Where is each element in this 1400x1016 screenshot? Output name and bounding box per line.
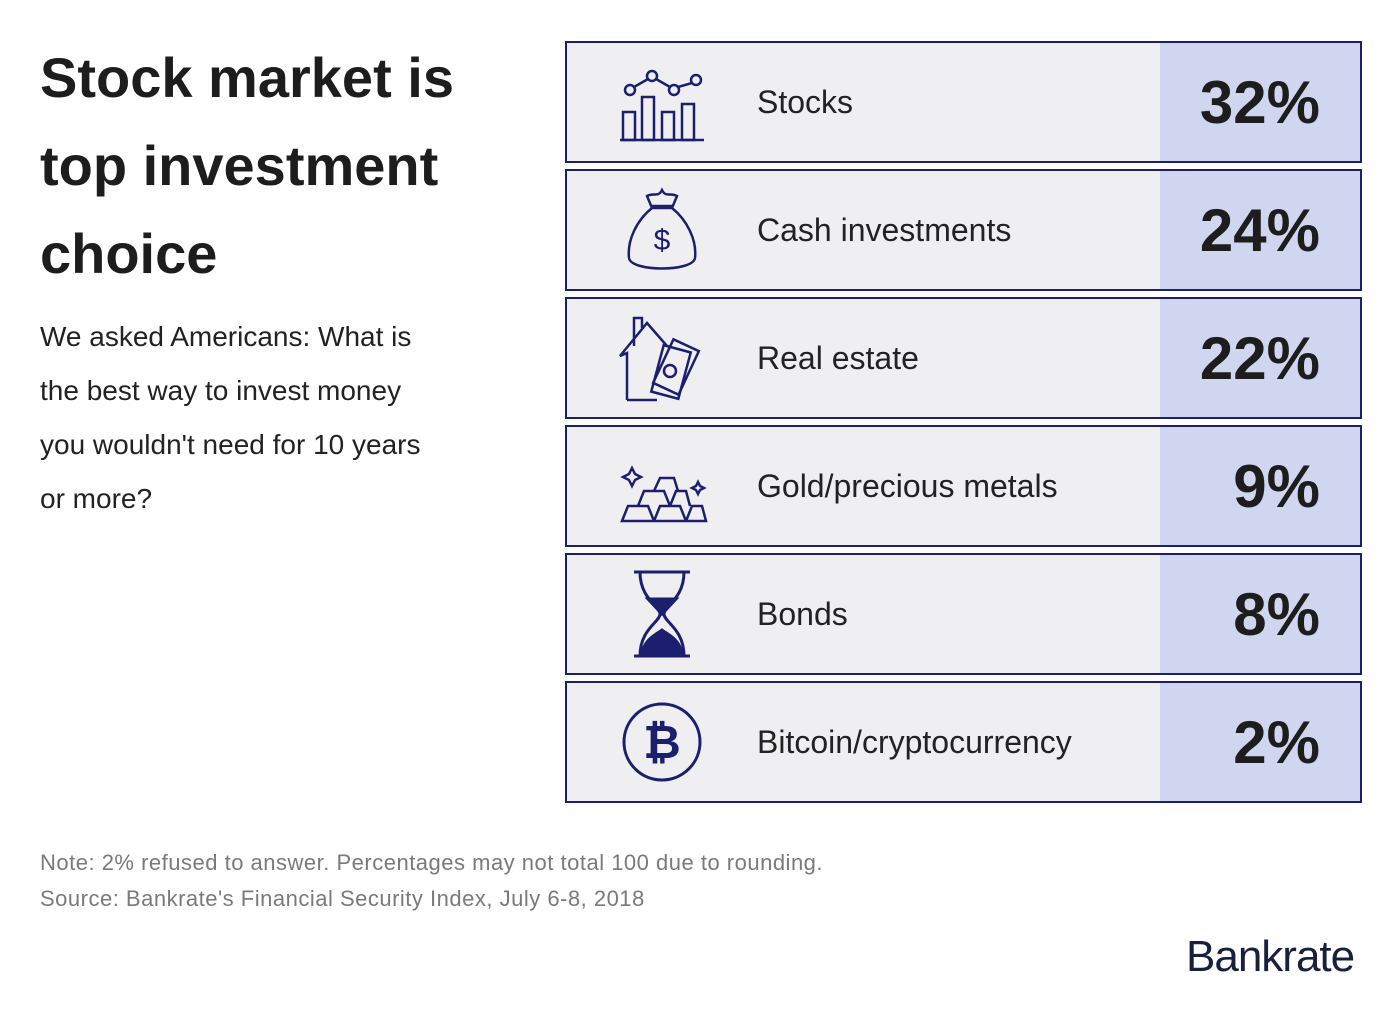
table-row: $ Cash investments 24% <box>565 169 1362 291</box>
category-label: Cash investments <box>757 211 1012 248</box>
svg-text:₿: ₿ <box>643 715 681 769</box>
source: Source: Bankrate's Financial Security In… <box>40 886 645 911</box>
category-label: Stocks <box>757 83 854 120</box>
results-table: Stocks 32% $ Cash investments 24% Real es… <box>565 41 1362 809</box>
gold-bars-icon <box>567 427 757 545</box>
svg-text:$: $ <box>654 224 671 257</box>
table-row: Gold/precious metals 9% <box>565 425 1362 547</box>
hourglass-icon <box>567 555 757 673</box>
category-label: Gold/precious metals <box>757 467 1058 504</box>
bitcoin-icon: ₿ <box>567 683 757 801</box>
bankrate-logo: Bankrate <box>1186 932 1355 981</box>
table-row: Stocks 32% <box>565 41 1362 163</box>
note: Note: 2% refused to answer. Percentages … <box>40 850 824 875</box>
page-title: Stock market is top investment choice <box>40 46 454 285</box>
category-label: Real estate <box>757 339 919 376</box>
category-label: Bitcoin/cryptocurrency <box>757 723 1072 760</box>
value-label: 9% <box>1160 427 1360 545</box>
money-bag-icon: $ <box>567 171 757 289</box>
stock-chart-icon <box>567 43 757 161</box>
value-label: 22% <box>1160 299 1360 417</box>
value-label: 24% <box>1160 171 1360 289</box>
table-row: Bonds 8% <box>565 553 1362 675</box>
house-money-icon <box>567 299 757 417</box>
table-row: ₿ Bitcoin/cryptocurrency 2% <box>565 681 1362 803</box>
subtitle: We asked Americans: What is the best way… <box>40 321 421 514</box>
table-row: Real estate 22% <box>565 297 1362 419</box>
value-label: 2% <box>1160 683 1360 801</box>
value-label: 32% <box>1160 43 1360 161</box>
value-label: 8% <box>1160 555 1360 673</box>
category-label: Bonds <box>757 595 848 632</box>
